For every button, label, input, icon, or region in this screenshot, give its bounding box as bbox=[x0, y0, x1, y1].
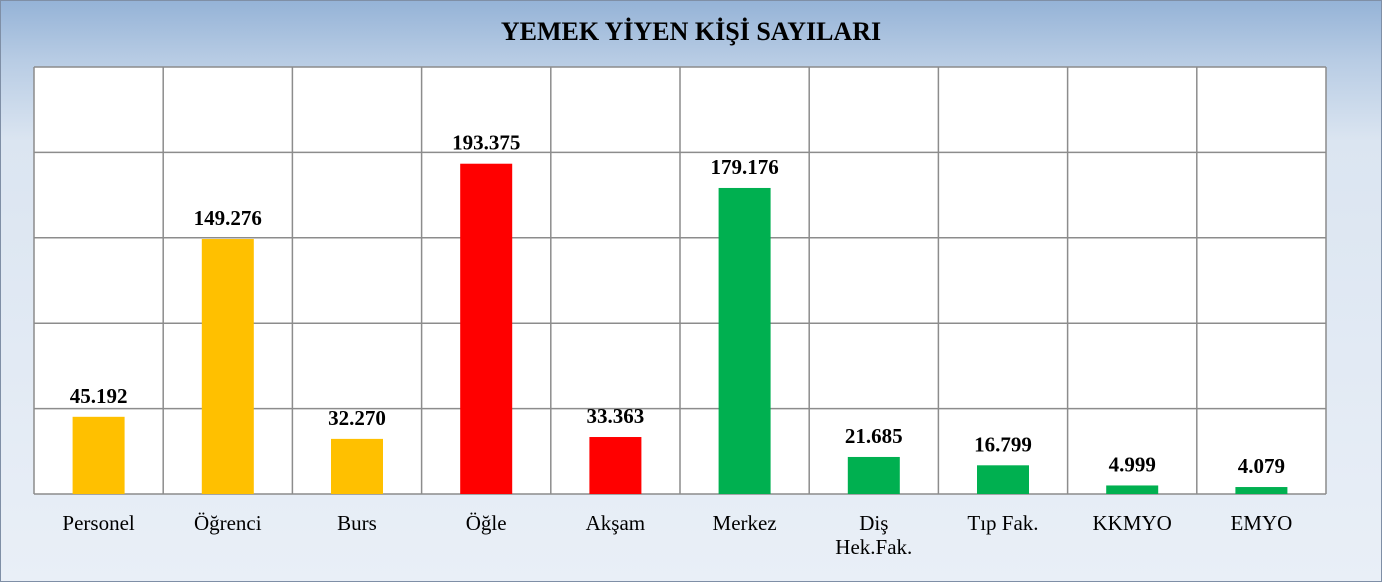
value-label: 32.270 bbox=[328, 406, 386, 430]
x-tick-label-box: Tıp Fak. bbox=[938, 511, 1067, 535]
value-label: 179.176 bbox=[710, 155, 778, 179]
x-tick-label: Burs bbox=[337, 511, 377, 535]
x-tick-label: Akşam bbox=[585, 511, 646, 535]
x-tick-label-box: KKMYO bbox=[1068, 511, 1197, 535]
bar bbox=[847, 456, 900, 494]
x-tick-label-box: Burs bbox=[292, 511, 421, 535]
x-tick-label: Öğrenci bbox=[193, 511, 262, 535]
value-label: 4.079 bbox=[1238, 454, 1285, 478]
bar bbox=[72, 416, 125, 494]
bar bbox=[460, 163, 513, 494]
x-tick-label-box: Personel bbox=[34, 511, 163, 535]
x-tick-label-box: Akşam bbox=[551, 511, 680, 535]
x-tick-label: KKMYO bbox=[1092, 511, 1172, 535]
value-label: 21.685 bbox=[845, 424, 903, 448]
x-tick-label: Merkez bbox=[712, 511, 777, 535]
chart-title: YEMEK YİYEN KİŞİ SAYILARI bbox=[501, 17, 881, 46]
bar bbox=[1235, 487, 1288, 494]
x-tick-label: EMYO bbox=[1230, 511, 1293, 535]
x-tick-label-box: Merkez bbox=[680, 511, 809, 535]
bar bbox=[201, 239, 254, 494]
x-tick-label: Tıp Fak. bbox=[967, 511, 1039, 535]
x-tick-label-box: EMYO bbox=[1197, 511, 1326, 535]
x-tick-label-box: Öğrenci bbox=[163, 511, 292, 535]
value-label: 149.276 bbox=[194, 206, 262, 230]
x-tick-label: Diş Hek.Fak. bbox=[835, 511, 913, 559]
x-tick-label: Personel bbox=[62, 511, 135, 535]
x-tick-label: Öğle bbox=[465, 511, 507, 535]
bar bbox=[977, 465, 1029, 494]
x-tick-label-box: Diş Hek.Fak. bbox=[809, 511, 938, 559]
x-tick-label-box: Öğle bbox=[422, 511, 551, 535]
value-label: 45.192 bbox=[70, 384, 128, 408]
bar bbox=[718, 187, 771, 494]
bar bbox=[331, 438, 383, 494]
bar bbox=[1106, 485, 1159, 494]
value-label: 16.799 bbox=[974, 432, 1032, 456]
value-label: 33.363 bbox=[587, 404, 645, 428]
value-label: 193.375 bbox=[452, 131, 520, 155]
value-label: 4.999 bbox=[1109, 452, 1156, 476]
bar bbox=[589, 437, 642, 494]
